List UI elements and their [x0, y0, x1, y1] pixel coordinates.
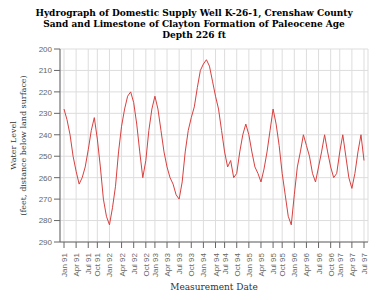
svg-text:Measurement Date: Measurement Date [170, 282, 258, 290]
svg-text:Jan 91: Jan 91 [60, 252, 69, 277]
svg-text:Apr 97: Apr 97 [348, 252, 357, 276]
svg-text:Oct 92: Oct 92 [142, 252, 151, 276]
svg-text:230: 230 [39, 109, 53, 118]
svg-text:260: 260 [39, 174, 53, 183]
svg-text:Oct 96: Oct 96 [327, 252, 336, 276]
svg-text:Jul 93: Jul 93 [175, 252, 184, 274]
svg-text:Jan 95: Jan 95 [245, 252, 254, 277]
svg-text:240: 240 [39, 131, 53, 140]
svg-text:Jul 96: Jul 96 [315, 252, 324, 274]
svg-text:Oct 95: Oct 95 [278, 252, 287, 276]
svg-text:Oct 94: Oct 94 [233, 252, 242, 276]
svg-text:Jan 93: Jan 93 [151, 252, 160, 277]
svg-text:200: 200 [39, 45, 53, 54]
svg-text:Jan 96: Jan 96 [290, 252, 299, 277]
svg-text:Apr 93: Apr 93 [163, 252, 172, 276]
svg-text:Jul 92: Jul 92 [130, 252, 139, 274]
svg-text:270: 270 [39, 195, 53, 204]
svg-text:Oct 93: Oct 93 [187, 252, 196, 276]
svg-text:Apr 92: Apr 92 [118, 252, 127, 276]
svg-text:Jan 94: Jan 94 [199, 252, 208, 277]
html-text:Hydrograph of Domestic Supply: Hydrograph of Domestic Supply Well K-26-… [35, 8, 353, 40]
svg-text:Apr 94: Apr 94 [212, 252, 221, 276]
svg-text:Jul 95: Jul 95 [269, 252, 278, 274]
svg-text:220: 220 [39, 88, 53, 97]
svg-text:Oct 91: Oct 91 [93, 252, 102, 276]
svg-text:Apr 95: Apr 95 [257, 252, 266, 276]
svg-text:210: 210 [39, 66, 53, 75]
svg-text:Apr 91: Apr 91 [72, 252, 81, 276]
svg-text:Jan 92: Jan 92 [105, 252, 114, 277]
svg-text:290: 290 [39, 238, 53, 247]
svg-text:280: 280 [39, 216, 53, 225]
svg-text:250: 250 [39, 152, 53, 161]
svg-text:Jul 97: Jul 97 [360, 252, 369, 274]
svg-text:Jul 94: Jul 94 [221, 252, 230, 274]
svg-text:Jan 97: Jan 97 [336, 252, 345, 277]
svg-text:Jul 91: Jul 91 [84, 252, 93, 274]
svg-text:Water Level(feet, distance bel: Water Level(feet, distance below land su… [9, 75, 28, 215]
svg-text:Apr 96: Apr 96 [302, 252, 311, 276]
